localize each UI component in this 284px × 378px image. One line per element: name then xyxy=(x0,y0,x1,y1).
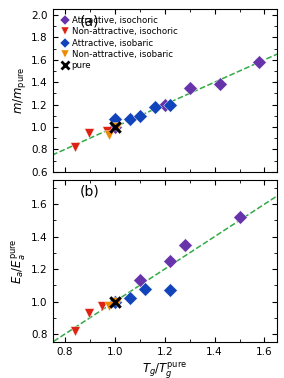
Text: (a): (a) xyxy=(80,14,99,28)
Point xyxy=(137,277,142,284)
Point xyxy=(115,299,120,305)
Point xyxy=(187,85,192,91)
Point xyxy=(237,214,242,220)
Text: (b): (b) xyxy=(80,185,99,199)
X-axis label: $T_g/T_g^\mathrm{pure}$: $T_g/T_g^\mathrm{pure}$ xyxy=(142,360,187,378)
Point xyxy=(128,295,132,301)
Y-axis label: $m/m_\mathrm{pure}$: $m/m_\mathrm{pure}$ xyxy=(11,67,28,114)
Point xyxy=(168,258,172,264)
Point xyxy=(112,124,117,130)
Point xyxy=(137,113,142,119)
Point xyxy=(257,59,262,65)
Point xyxy=(115,124,120,130)
Point xyxy=(112,299,117,305)
Point xyxy=(128,116,132,122)
Point xyxy=(112,116,117,122)
Point xyxy=(168,102,172,108)
Point xyxy=(86,130,91,136)
Point xyxy=(106,132,111,138)
Point xyxy=(105,128,110,134)
Point xyxy=(106,302,111,308)
Point xyxy=(168,287,172,293)
Point xyxy=(143,285,147,291)
Point xyxy=(86,310,91,316)
Point xyxy=(112,299,117,305)
Point xyxy=(73,144,77,150)
Point xyxy=(73,328,77,334)
Point xyxy=(182,242,187,248)
Point xyxy=(162,102,167,108)
Point xyxy=(217,81,222,87)
Y-axis label: $E_a/E_a^\mathrm{pure}$: $E_a/E_a^\mathrm{pure}$ xyxy=(10,238,28,284)
Point xyxy=(100,302,105,308)
Point xyxy=(153,104,157,110)
Point xyxy=(112,124,117,130)
Legend: Attractive, isochoric, Non-attractive, isochoric, Attractive, isobaric, Non-attr: Attractive, isochoric, Non-attractive, i… xyxy=(61,15,178,71)
Point xyxy=(112,299,117,305)
